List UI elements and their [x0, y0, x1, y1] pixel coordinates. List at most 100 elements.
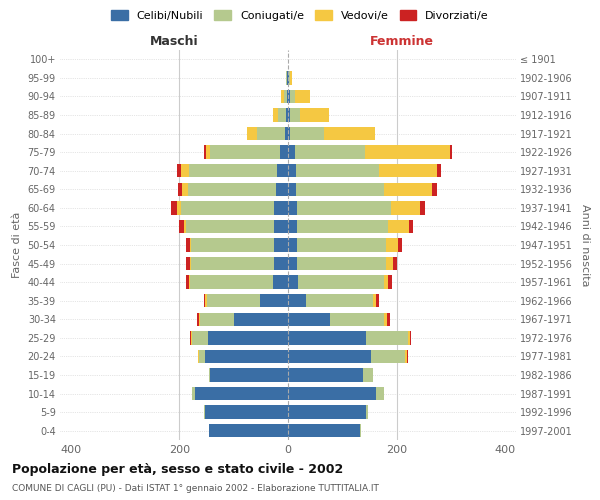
Bar	[290, 127, 325, 140]
Bar	[186, 276, 188, 289]
Bar	[286, 108, 288, 122]
Bar	[206, 294, 260, 308]
Bar	[284, 90, 287, 103]
Bar	[383, 276, 388, 289]
Bar	[274, 220, 288, 233]
Bar	[205, 294, 206, 308]
Bar	[288, 201, 297, 214]
Bar	[393, 257, 397, 270]
Bar	[287, 90, 288, 103]
Bar	[388, 276, 392, 289]
Bar	[363, 368, 373, 382]
Bar	[297, 220, 388, 233]
Bar	[190, 257, 191, 270]
Y-axis label: Anni di nascita: Anni di nascita	[580, 204, 590, 286]
Bar	[197, 312, 199, 326]
Bar	[288, 108, 290, 122]
Bar	[211, 146, 280, 159]
Bar	[181, 201, 274, 214]
Bar	[306, 294, 373, 308]
Bar	[277, 164, 288, 177]
Bar	[194, 387, 288, 400]
Bar	[278, 108, 286, 122]
Bar	[205, 350, 288, 363]
Bar	[288, 368, 363, 382]
Bar	[288, 127, 290, 140]
Bar	[388, 220, 409, 233]
Bar	[273, 108, 278, 122]
Bar	[290, 71, 292, 85]
Bar	[190, 276, 273, 289]
Bar	[376, 387, 383, 400]
Bar	[405, 350, 407, 363]
Bar	[209, 368, 211, 382]
Bar	[208, 331, 288, 344]
Bar	[376, 294, 379, 308]
Bar	[295, 146, 365, 159]
Bar	[365, 146, 451, 159]
Bar	[190, 238, 191, 252]
Bar	[388, 312, 389, 326]
Bar	[191, 238, 274, 252]
Bar	[274, 201, 288, 214]
Bar	[186, 257, 190, 270]
Bar	[297, 257, 386, 270]
Bar	[285, 127, 288, 140]
Bar	[301, 108, 329, 122]
Bar	[188, 182, 276, 196]
Bar	[386, 238, 398, 252]
Bar	[288, 238, 297, 252]
Bar	[371, 350, 405, 363]
Bar	[288, 257, 297, 270]
Bar	[178, 182, 182, 196]
Bar	[288, 164, 296, 177]
Bar	[209, 424, 288, 438]
Bar	[437, 164, 441, 177]
Bar	[373, 294, 376, 308]
Bar	[408, 331, 410, 344]
Bar	[179, 220, 184, 233]
Bar	[288, 331, 365, 344]
Bar	[274, 257, 288, 270]
Bar	[193, 387, 194, 400]
Legend: Celibi/Nubili, Coniugati/e, Vedovi/e, Divorziati/e: Celibi/Nubili, Coniugati/e, Vedovi/e, Di…	[107, 6, 493, 25]
Bar	[365, 331, 408, 344]
Bar	[325, 127, 375, 140]
Bar	[186, 220, 274, 233]
Bar	[296, 164, 379, 177]
Bar	[199, 350, 205, 363]
Bar	[288, 276, 298, 289]
Bar	[420, 201, 425, 214]
Bar	[290, 90, 295, 103]
Bar	[288, 220, 297, 233]
Bar	[295, 90, 310, 103]
Bar	[280, 146, 288, 159]
Text: Femmine: Femmine	[370, 35, 434, 48]
Bar	[288, 424, 360, 438]
Bar	[290, 108, 301, 122]
Bar	[181, 164, 188, 177]
Bar	[184, 220, 186, 233]
Bar	[379, 164, 437, 177]
Bar	[297, 201, 391, 214]
Bar	[384, 182, 432, 196]
Bar	[177, 201, 181, 214]
Bar	[288, 350, 371, 363]
Bar	[288, 90, 290, 103]
Bar	[276, 182, 288, 196]
Bar	[281, 90, 284, 103]
Text: Popolazione per età, sesso e stato civile - 2002: Popolazione per età, sesso e stato civil…	[12, 462, 343, 475]
Bar	[191, 331, 193, 344]
Bar	[386, 257, 393, 270]
Bar	[206, 146, 211, 159]
Bar	[191, 257, 274, 270]
Bar	[205, 406, 288, 419]
Bar	[257, 127, 285, 140]
Bar	[288, 387, 376, 400]
Bar	[260, 294, 288, 308]
Bar	[204, 294, 205, 308]
Bar	[205, 146, 206, 159]
Text: Maschi: Maschi	[149, 35, 199, 48]
Bar	[331, 312, 383, 326]
Bar	[288, 294, 306, 308]
